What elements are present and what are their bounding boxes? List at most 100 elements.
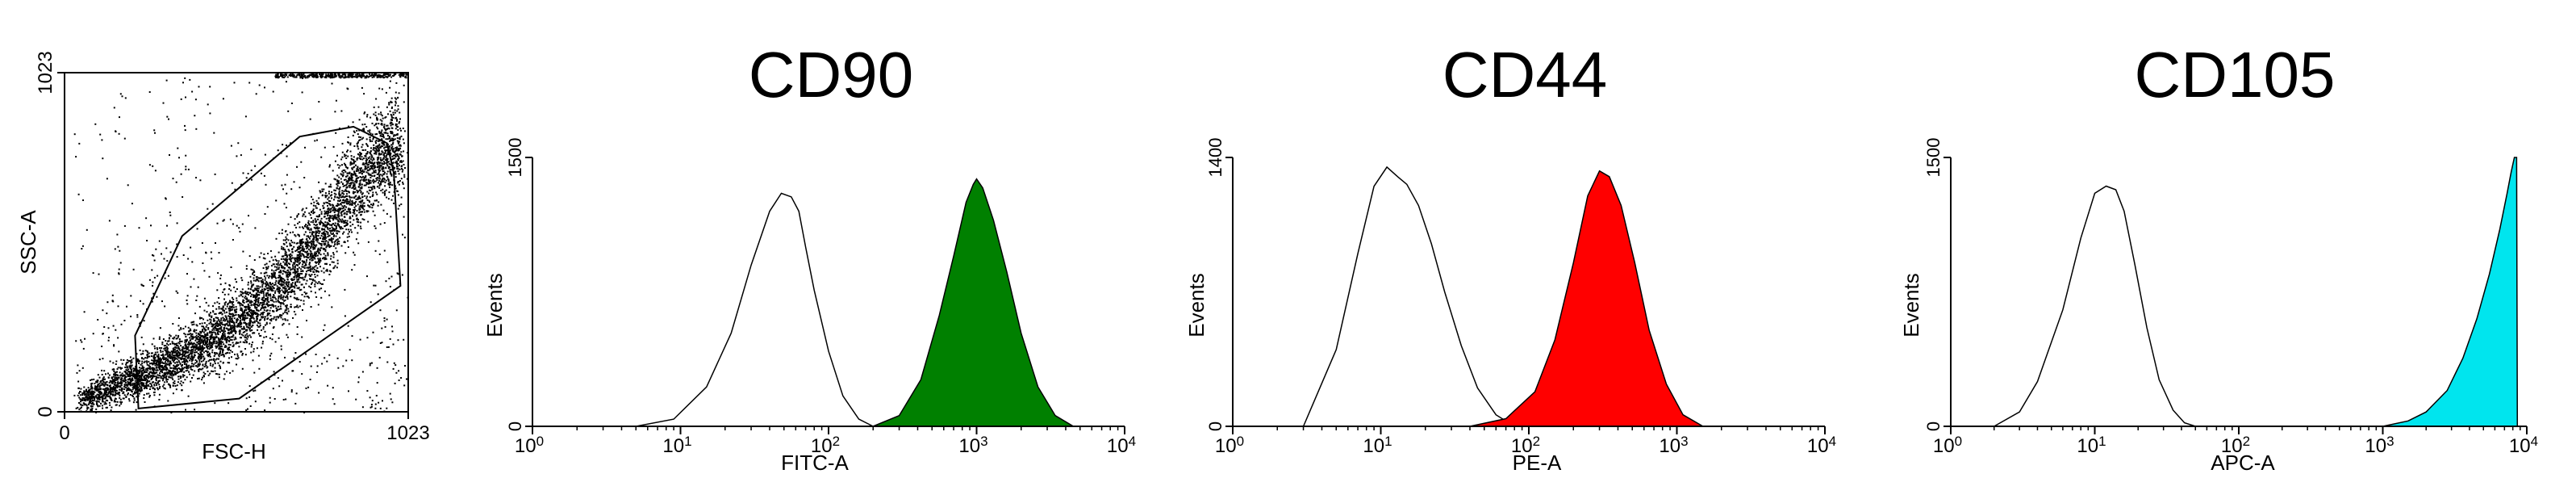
scatter-dot (362, 202, 365, 204)
scatter-dot (222, 350, 223, 352)
scatter-dot (241, 367, 244, 370)
scatter-dot (202, 375, 205, 377)
scatter-dot (247, 314, 249, 317)
scatter-dot (400, 151, 403, 153)
scatter-dot (259, 325, 261, 327)
scatter-dot (154, 382, 157, 384)
scatter-dot (143, 379, 145, 381)
scatter-dot (369, 131, 371, 133)
scatter-dot (93, 395, 94, 397)
scatter-dot (116, 371, 118, 373)
scatter-dot (374, 171, 377, 174)
scatter-dot (290, 291, 293, 293)
scatter-dot (404, 167, 406, 169)
scatter-dot (228, 343, 230, 346)
scatter-dot (250, 300, 253, 302)
scatter-dot (227, 335, 229, 338)
scatter-dot (203, 328, 206, 330)
scatter-dot (102, 407, 104, 409)
scatter-dot (256, 318, 258, 321)
scatter-dot (336, 262, 339, 265)
scatter-dot (315, 233, 317, 234)
scatter-dot (204, 334, 207, 337)
scatter-dot (332, 254, 335, 256)
scatter-dot (232, 335, 233, 338)
scatter-dot (379, 146, 382, 149)
scatter-dot (378, 182, 379, 184)
scatter-dot (299, 245, 302, 247)
scatter-dot (210, 319, 212, 321)
scatter-dot (223, 302, 226, 304)
scatter-dot (202, 329, 204, 332)
scatter-dot (268, 294, 269, 296)
scatter-dot (86, 390, 88, 392)
scatter-dot (288, 323, 290, 325)
scatter-dot (332, 215, 334, 217)
scatter-dot (81, 394, 84, 396)
scatter-dot (240, 303, 242, 305)
scatter-dot (178, 354, 181, 357)
scatter-dot (113, 373, 115, 375)
scatter-dot (361, 199, 364, 202)
scatter-dot (198, 339, 201, 342)
scatter-dot (391, 184, 394, 187)
scatter-dot (369, 136, 371, 139)
scatter-dot (386, 149, 389, 151)
scatter-dot (123, 391, 125, 393)
scatter-dot (294, 268, 296, 270)
scatter-dot (267, 287, 269, 289)
scatter-dot (165, 361, 167, 363)
scatter-dot (154, 357, 157, 359)
scatter-dot (209, 330, 211, 333)
scatter-dot (189, 359, 191, 362)
scatter-dot (151, 381, 153, 384)
scatter-dot (396, 146, 399, 149)
scatter-dot (311, 257, 314, 259)
scatter-dot (92, 393, 94, 396)
scatter-dot (372, 163, 374, 166)
scatter-dot (81, 405, 84, 407)
scatter-dot (215, 346, 218, 349)
scatter-dot (178, 361, 181, 363)
scatter-dot (157, 376, 160, 379)
scatter-dot (144, 387, 146, 388)
scatter-dot (149, 382, 152, 384)
scatter-dot (191, 363, 193, 365)
scatter-dot (166, 354, 169, 356)
scatter-dot (282, 255, 285, 258)
scatter-dot (248, 329, 251, 331)
scatter-dot (116, 368, 119, 371)
scatter-dot (397, 158, 399, 161)
scatter-dot (109, 396, 111, 399)
scatter-dot (248, 321, 251, 323)
scatter-dot (277, 291, 279, 293)
scatter-dot (359, 211, 361, 213)
scatter-dot (344, 220, 347, 222)
scatter-dot (363, 179, 365, 182)
scatter-dot (220, 325, 223, 328)
scatter-dot (294, 224, 296, 226)
scatter-dot (375, 199, 378, 202)
scatter-dot (219, 323, 221, 325)
scatter-dot (311, 255, 314, 258)
scatter-dot (361, 138, 363, 140)
scatter-dot (174, 357, 177, 359)
scatter-dot (298, 262, 300, 265)
scatter-dot (172, 378, 174, 380)
scatter-dot (253, 294, 254, 296)
scatter-dot (237, 323, 240, 325)
scatter-dot (305, 263, 307, 266)
scatter-dot (378, 167, 381, 170)
scatter-dot (357, 219, 359, 221)
scatter-dot (282, 258, 285, 260)
scatter-dot (368, 161, 370, 164)
scatter-dot (253, 321, 256, 324)
scatter-dot (243, 326, 245, 329)
scatter-dot (228, 352, 231, 354)
scatter-dot (309, 262, 311, 264)
scatter-dot (296, 216, 299, 218)
scatter-dot (304, 276, 307, 279)
scatter-dot (153, 345, 156, 347)
scatter-dot (110, 399, 112, 401)
scatter-dot (155, 375, 157, 378)
